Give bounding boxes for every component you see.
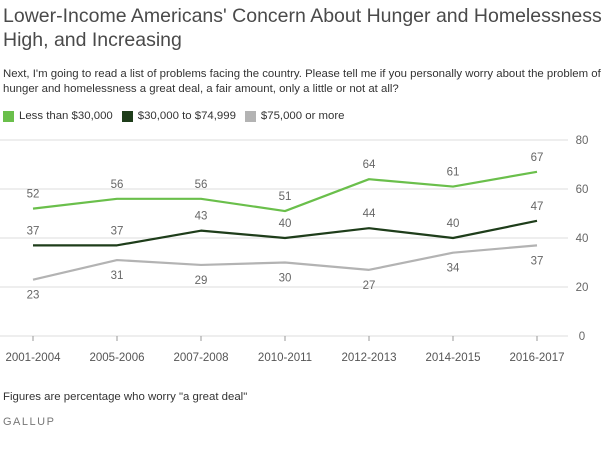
data-label: 34 bbox=[447, 263, 460, 275]
data-label: 67 bbox=[531, 152, 544, 164]
data-label: 29 bbox=[195, 275, 208, 287]
data-label: 61 bbox=[447, 167, 460, 179]
y-tick-label: 60 bbox=[576, 184, 589, 196]
data-label: 56 bbox=[195, 179, 208, 191]
x-tick-label: 2005-2006 bbox=[90, 352, 145, 364]
data-label: 52 bbox=[27, 189, 40, 201]
legend-swatch bbox=[121, 110, 133, 122]
legend-label: Less than $30,000 bbox=[19, 110, 113, 122]
data-label: 30 bbox=[279, 273, 292, 285]
chart-title: Lower-Income Americans' Concern About Hu… bbox=[3, 5, 602, 51]
series-line bbox=[32, 244, 538, 281]
data-label: 56 bbox=[111, 179, 124, 191]
series-lines bbox=[32, 170, 538, 281]
line-chart: 0 20 40 60 80 2001-2004 2005-2006 2007-2008 201… bbox=[0, 135, 589, 364]
data-label: 44 bbox=[363, 208, 376, 220]
series-line bbox=[32, 170, 538, 213]
legend-item: $75,000 or more bbox=[244, 110, 345, 122]
series-line bbox=[33, 219, 538, 247]
legend-label: $30,000 to $74,999 bbox=[137, 110, 236, 122]
x-tick-label: 2016-2017 bbox=[510, 352, 565, 364]
source-label: GALLUP bbox=[3, 416, 56, 428]
y-tick-label: 20 bbox=[576, 282, 589, 294]
y-tick-label: 0 bbox=[579, 331, 585, 343]
y-axis-ticks: 0 20 40 60 80 bbox=[576, 135, 589, 343]
x-tick-label: 2010-2011 bbox=[258, 352, 312, 364]
chart-subtitle: Next, I'm going to read a list of proble… bbox=[3, 68, 601, 95]
data-label: 64 bbox=[363, 159, 376, 171]
data-label: 27 bbox=[363, 280, 376, 292]
data-label: 23 bbox=[27, 290, 40, 302]
data-label: 43 bbox=[195, 211, 208, 223]
legend-label: $75,000 or more bbox=[260, 110, 345, 122]
data-label: 37 bbox=[27, 225, 40, 237]
legend: Less than $30,000 $30,000 to $74,999 $75,0… bbox=[3, 109, 354, 123]
x-tick-label: 2007-2008 bbox=[174, 352, 229, 364]
data-label: 51 bbox=[279, 191, 292, 203]
data-label: 31 bbox=[111, 270, 124, 282]
legend-item: Less than $30,000 bbox=[3, 110, 113, 122]
data-label: 47 bbox=[531, 201, 544, 213]
data-label: 37 bbox=[111, 225, 124, 237]
legend-swatch bbox=[3, 110, 14, 122]
x-axis-ticks: 2001-2004 2005-2006 2007-2008 2010-2011 2012… bbox=[6, 336, 565, 364]
x-tick-label: 2012-2013 bbox=[342, 352, 397, 364]
data-label: 40 bbox=[279, 218, 292, 230]
x-tick-label: 2001-2004 bbox=[6, 352, 62, 364]
data-labels: 52 56 56 51 64 61 67 37 37 43 40 44 40 47 23 31 29 30 27 34… bbox=[27, 152, 544, 302]
y-tick-label: 40 bbox=[576, 233, 589, 245]
x-tick-label: 2014-2015 bbox=[426, 352, 481, 364]
footnote: Figures are percentage who worry "a grea… bbox=[3, 391, 248, 403]
data-label: 40 bbox=[447, 218, 460, 230]
legend-swatch bbox=[244, 110, 256, 122]
legend-item: $30,000 to $74,999 bbox=[121, 110, 236, 122]
y-tick-label: 80 bbox=[576, 135, 589, 147]
data-label: 37 bbox=[531, 255, 544, 267]
